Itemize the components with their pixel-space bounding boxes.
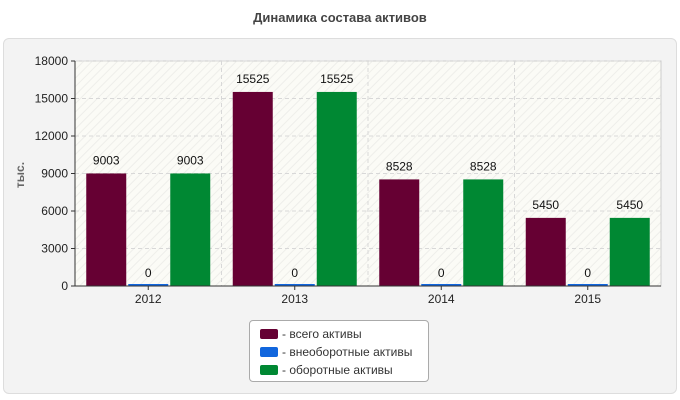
data-label: 8528 [470,159,497,173]
chart-title: Динамика состава активов [253,10,427,25]
data-label: 5450 [616,198,643,212]
legend-item-total-assets: - всего активы [260,325,428,343]
bar-2015-series-0 [525,217,566,286]
data-label: 15525 [236,72,270,86]
bar-2015-series-2 [609,217,650,286]
bar-2012-series-1 [128,284,169,286]
bar-2012-series-0 [86,173,127,286]
legend: - всего активы - внеоборотные активы - о… [249,320,429,382]
bar-2014-series-1 [421,284,462,286]
legend-item-noncurrent-assets: - внеоборотные активы [260,343,428,361]
bar-2014-series-0 [379,179,420,286]
legend-swatch-total-assets [260,329,278,339]
bar-2014-series-2 [463,179,504,286]
legend-label-total-assets: - всего активы [282,327,362,341]
bar-2015-series-1 [567,284,608,286]
legend-swatch-current-assets [260,365,278,375]
y-tick-label: 15000 [35,92,69,106]
legend-item-current-assets: - оборотные активы [260,361,428,379]
x-tick-label: 2015 [574,292,601,306]
data-label: 9003 [177,153,204,167]
x-tick-label: 2013 [281,292,308,306]
legend-label-current-assets: - оборотные активы [282,363,393,377]
y-tick-label: 3000 [41,242,68,256]
x-tick-label: 2012 [135,292,162,306]
data-label: 0 [584,266,591,280]
x-tick-label: 2014 [428,292,455,306]
bar-2013-series-2 [316,91,357,286]
y-tick-label: 18000 [35,54,69,68]
data-label: 9003 [93,153,120,167]
y-tick-label: 6000 [41,204,68,218]
y-tick-label: 0 [61,279,68,293]
legend-swatch-noncurrent-assets [260,347,278,357]
data-label: 0 [145,266,152,280]
data-label: 5450 [532,198,559,212]
bar-2013-series-0 [232,91,273,286]
y-tick-label: 9000 [41,167,68,181]
y-axis-label: тыс. [13,161,27,189]
data-label: 15525 [320,72,354,86]
data-label: 0 [438,266,445,280]
y-tick-label: 12000 [35,129,69,143]
data-label: 8528 [386,159,413,173]
data-label: 0 [291,266,298,280]
legend-label-noncurrent-assets: - внеоборотные активы [282,345,413,359]
bar-2013-series-1 [274,284,315,286]
bar-2012-series-2 [170,173,211,286]
